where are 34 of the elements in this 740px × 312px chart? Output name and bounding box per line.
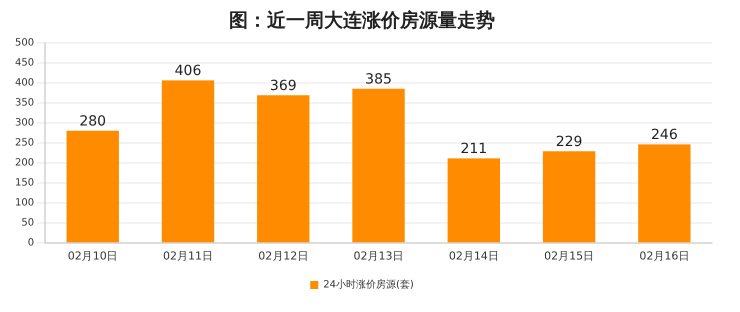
x-tick-label: 02月12日 <box>258 249 308 262</box>
legend-label: 24小时涨价房源(套) <box>323 278 414 291</box>
y-tick-label: 100 <box>14 197 34 208</box>
chart-title: 图：近一周大连涨价房源量走势 <box>229 9 495 32</box>
x-tick-label: 02月15日 <box>544 249 594 262</box>
bar <box>352 88 405 242</box>
x-tick-label: 02月16日 <box>639 249 690 262</box>
x-tick-label: 02月11日 <box>162 249 213 262</box>
bar <box>66 130 119 242</box>
y-tick-label: 250 <box>14 137 34 148</box>
y-tick-label: 350 <box>14 97 34 108</box>
data-label: 406 <box>174 63 202 80</box>
bar <box>638 144 691 242</box>
bar <box>162 80 214 242</box>
data-label: 211 <box>460 141 488 158</box>
y-tick-label: 150 <box>14 177 34 188</box>
data-label: 280 <box>79 113 106 130</box>
y-tick-label: 200 <box>14 157 34 168</box>
bar <box>257 95 310 242</box>
x-tick-label: 02月14日 <box>448 249 499 262</box>
bar <box>542 151 596 242</box>
y-tick-label: 500 <box>14 37 34 48</box>
y-tick-label: 300 <box>14 117 34 128</box>
data-label: 385 <box>365 71 392 88</box>
y-tick-label: 50 <box>21 217 34 228</box>
y-tick-label: 400 <box>14 77 34 88</box>
x-tick-label: 02月10日 <box>68 249 118 262</box>
y-tick-label: 0 <box>28 237 34 248</box>
data-label: 369 <box>270 78 297 94</box>
data-label: 246 <box>650 127 678 144</box>
bar <box>448 158 500 242</box>
x-tick-label: 02月13日 <box>354 249 404 262</box>
y-tick-label: 450 <box>14 57 34 68</box>
data-label: 229 <box>556 134 582 150</box>
